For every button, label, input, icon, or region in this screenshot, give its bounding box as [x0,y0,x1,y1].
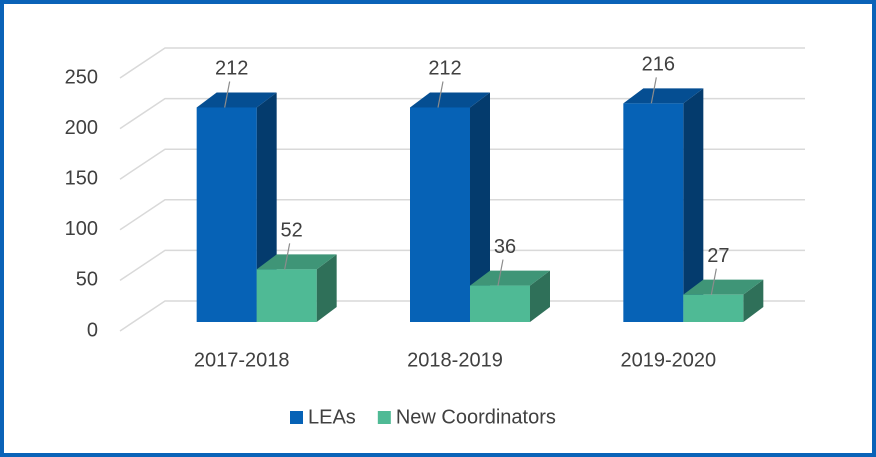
bar-front [256,269,317,322]
bar [470,270,550,322]
x-tick-label: 2019-2020 [621,349,717,371]
leader-line [650,77,657,104]
bar-side [316,254,337,322]
x-tick-label: 2017-2018 [194,349,290,371]
bar-front [683,294,744,322]
legend-label: New Coordinators [396,406,556,428]
bar [623,88,704,323]
bar-side [743,279,764,322]
bar-top [410,92,490,108]
y-tick-label: 150 [65,167,98,189]
bar-front [196,107,257,323]
bar-top [256,254,337,270]
y-tick-label: 100 [65,218,98,240]
grid-line [119,249,805,282]
grid-line [119,300,805,332]
grid-line [119,47,805,79]
legend-swatch [290,411,303,424]
legend-swatch [377,411,391,424]
y-tick-label: 200 [65,117,98,139]
bar-side [683,88,704,323]
bar-side [470,92,490,323]
data-label: 212 [428,58,461,80]
data-label: 36 [494,236,516,258]
leader-line [437,81,444,108]
grid-line [119,199,805,231]
grid-line [119,148,805,180]
bar-top [470,270,550,286]
leader-line [284,243,291,270]
data-label: 212 [215,58,248,80]
leader-line [224,81,231,108]
bar-top [196,92,277,108]
data-label: 216 [642,54,675,76]
bar-front [623,103,684,323]
grid-line [119,97,805,130]
bar-top [623,88,704,104]
bar-side [530,270,550,322]
bar [683,279,764,322]
data-label: 27 [707,245,729,267]
bar-front [410,107,470,323]
y-tick-label: 250 [65,66,98,88]
bar-top [683,279,764,295]
x-tick-label: 2018-2019 [407,349,503,371]
leader-line [497,259,504,286]
y-tick-label: 50 [76,269,98,291]
data-label: 52 [281,220,303,242]
bar [256,254,337,322]
bar [196,92,277,323]
bar [410,92,490,323]
legend-label: LEAs [308,406,356,428]
leader-line [710,268,717,295]
y-tick-label: 0 [87,319,98,341]
bar-front [470,285,530,322]
